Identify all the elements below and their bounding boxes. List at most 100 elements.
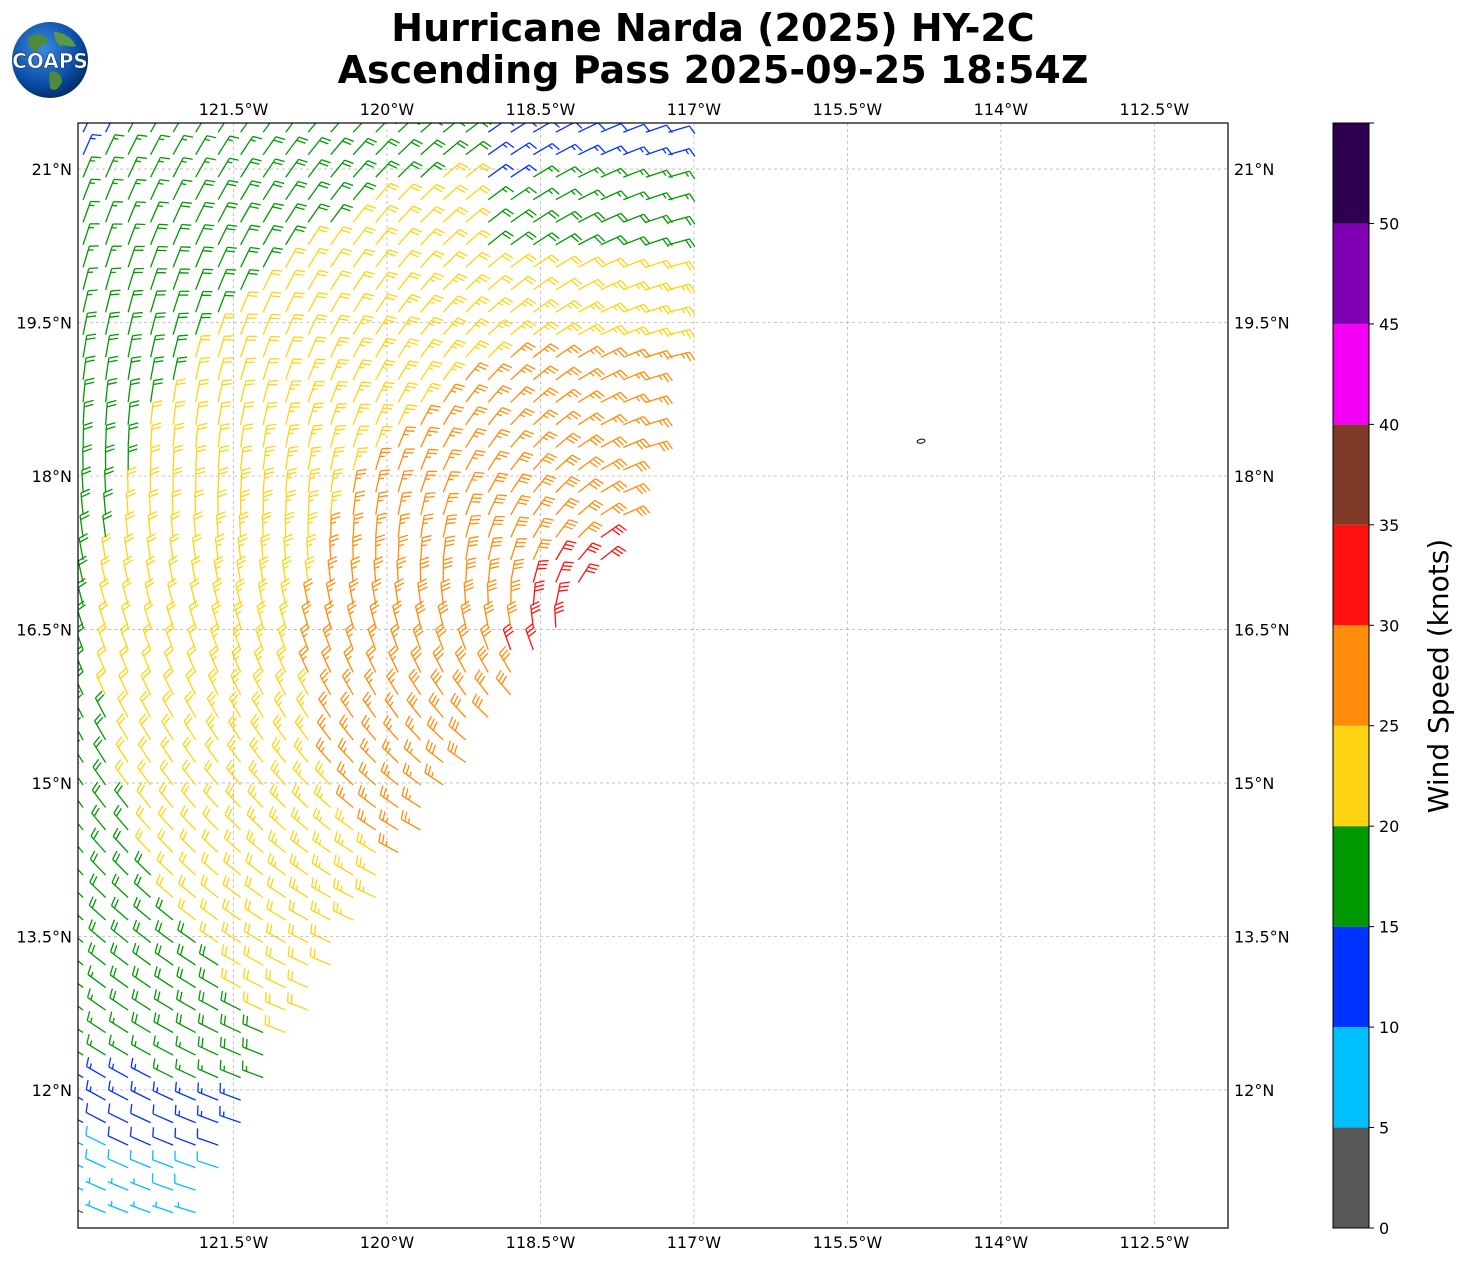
wind-barb: [217, 313, 235, 336]
longitude-tick-label-top: 117°W: [667, 100, 722, 119]
longitude-tick-label-top: 114°W: [974, 100, 1029, 119]
wind-barb: [352, 381, 372, 403]
wind-barb: [195, 290, 213, 313]
wind-barb: [397, 426, 417, 448]
wind-barb: [623, 303, 651, 314]
wind-barb: [82, 223, 100, 245]
colorbar-bin: [1333, 323, 1369, 425]
wind-barb: [287, 946, 309, 966]
wind-barb: [178, 851, 197, 876]
wind-barb: [600, 302, 628, 313]
wind-barb: [352, 468, 367, 493]
wind-barb: [668, 215, 696, 226]
wind-barb: [240, 423, 254, 448]
wind-barb: [555, 143, 583, 156]
wind-barb: [289, 853, 309, 876]
wind-barb: [82, 289, 98, 313]
wind-barb: [375, 381, 395, 403]
wind-barb: [397, 338, 420, 358]
wind-barb: [442, 206, 469, 223]
wind-barb: [85, 1200, 106, 1214]
wind-barb: [198, 944, 219, 966]
wind-barb: [623, 258, 651, 269]
wind-barb: [352, 512, 364, 538]
wind-barb: [645, 304, 673, 315]
chart-title-line-1: Hurricane Narda (2025) HY-2C: [391, 6, 1035, 50]
wind-barb: [241, 1060, 264, 1079]
wind-barb: [89, 850, 107, 876]
wind-barb: [217, 135, 240, 156]
wind-barb: [149, 466, 160, 493]
wind-barb: [196, 1128, 219, 1146]
wind-barb: [257, 577, 268, 606]
wind-barb: [555, 581, 570, 606]
wind-barb: [217, 224, 238, 246]
wind-barb: [239, 489, 250, 515]
wind-barb: [307, 159, 331, 178]
wind-barb: [408, 668, 422, 696]
wind-barb: [600, 391, 628, 403]
longitude-tick-label-bottom: 117°W: [667, 1233, 722, 1252]
wind-barb: [510, 297, 537, 313]
wind-barb: [400, 809, 422, 831]
wind-barb: [220, 1013, 241, 1034]
wind-barb: [440, 578, 451, 605]
wind-barb: [623, 460, 651, 472]
wind-barb: [465, 274, 491, 291]
wind-barb: [425, 739, 444, 763]
wind-barb: [487, 515, 506, 538]
wind-barb: [264, 1015, 286, 1034]
wind-barb: [487, 123, 515, 133]
wind-barb: [510, 164, 537, 178]
wind-barb: [103, 466, 114, 493]
colorbar-bin: [1333, 826, 1369, 927]
wind-barb: [510, 558, 525, 583]
wind-barb: [149, 444, 161, 470]
wind-barb: [371, 578, 382, 606]
wind-barb: [287, 992, 309, 1011]
wind-barb: [125, 488, 136, 515]
wind-barb: [104, 377, 118, 403]
wind-barb: [324, 600, 335, 628]
wind-barb: [292, 760, 309, 786]
wind-barb: [375, 425, 393, 448]
wind-barb: [397, 138, 423, 156]
wind-barb: [271, 736, 287, 763]
wind-barb: [532, 123, 560, 133]
wind-barb: [78, 533, 89, 561]
colorbar-tick-label: 20: [1379, 817, 1399, 836]
latitude-tick-label-left: 19.5°N: [16, 314, 72, 333]
wind-barb: [334, 831, 354, 854]
wind-barb: [221, 921, 242, 944]
wind-barb: [104, 267, 122, 290]
wind-barb: [78, 937, 84, 944]
colorbar-tick-label: 30: [1379, 616, 1399, 635]
wind-barb: [442, 140, 469, 156]
wind-barb: [668, 193, 696, 202]
wind-barb: [145, 555, 156, 583]
wind-barb: [334, 807, 354, 831]
wind-barb: [375, 512, 387, 538]
wind-barb: [202, 805, 219, 831]
wind-barb: [132, 942, 152, 966]
wind-barb: [118, 668, 129, 696]
wind-barb: [155, 897, 174, 921]
wind-barb: [262, 445, 276, 470]
colorbar-tick-label: 25: [1379, 717, 1399, 736]
wind-barb: [78, 1119, 84, 1124]
wind-barb: [578, 278, 606, 291]
wind-barb: [375, 271, 398, 291]
wind-barb: [375, 534, 385, 560]
wind-barb: [532, 276, 560, 291]
wind-barb: [199, 897, 219, 921]
wind-barb: [78, 645, 84, 673]
wind-barb: [392, 600, 403, 628]
wind-barb: [211, 600, 222, 628]
wind-barb: [532, 298, 560, 313]
wind-barb: [623, 146, 651, 156]
wind-barb: [144, 577, 155, 606]
wind-barb: [78, 1187, 84, 1191]
wind-barb: [420, 534, 432, 560]
wind-barb: [420, 513, 434, 538]
wind-barb: [600, 347, 628, 358]
